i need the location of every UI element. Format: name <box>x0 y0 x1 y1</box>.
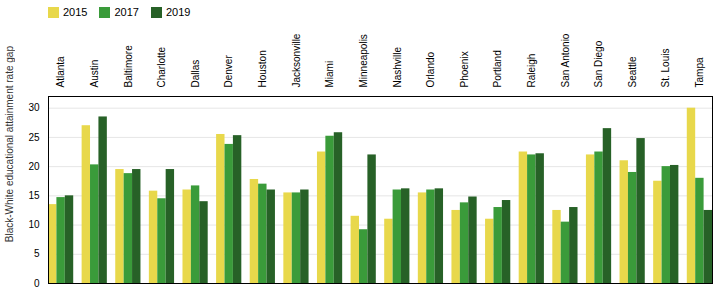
svg-text:Phoenix: Phoenix <box>459 51 470 87</box>
svg-text:Baltimore: Baltimore <box>123 45 134 88</box>
html-text:2017: 2017 <box>114 6 139 18</box>
svg-text:0: 0 <box>34 278 40 289</box>
svg-text:Minneapolis: Minneapolis <box>358 34 369 87</box>
svg-text:Tampa: Tampa <box>694 57 705 87</box>
svg-text:15: 15 <box>28 190 40 201</box>
svg-text:San Antonio: San Antonio <box>560 33 571 87</box>
svg-text:30: 30 <box>28 102 40 113</box>
svg-text:Orlando: Orlando <box>425 51 436 87</box>
svg-text:Jacksonville: Jacksonville <box>291 33 302 87</box>
svg-text:10: 10 <box>28 219 40 230</box>
html-text:2015: 2015 <box>63 6 88 18</box>
svg-text:20: 20 <box>28 161 40 172</box>
svg-text:San Diego: San Diego <box>593 40 604 87</box>
svg-text:Nashville: Nashville <box>392 46 403 87</box>
svg-text:Houston: Houston <box>257 50 268 87</box>
svg-text:Portland: Portland <box>492 50 503 87</box>
svg-text:5: 5 <box>34 248 40 259</box>
svg-text:Charlotte: Charlotte <box>156 46 167 87</box>
html-text:Black-White educational attain: Black-White educational attainment rate … <box>3 46 15 243</box>
svg-text:Austin: Austin <box>89 60 100 88</box>
svg-text:Seattle: Seattle <box>627 56 638 88</box>
svg-text:25: 25 <box>28 132 40 143</box>
svg-text:Miami: Miami <box>324 61 335 88</box>
html-text:2019: 2019 <box>166 6 191 18</box>
svg-text:Dallas: Dallas <box>190 60 201 88</box>
svg-text:Atlanta: Atlanta <box>55 56 66 88</box>
svg-text:Raleigh: Raleigh <box>526 54 537 88</box>
svg-text:St. Louis: St. Louis <box>660 49 671 88</box>
svg-text:Denver: Denver <box>223 55 234 88</box>
